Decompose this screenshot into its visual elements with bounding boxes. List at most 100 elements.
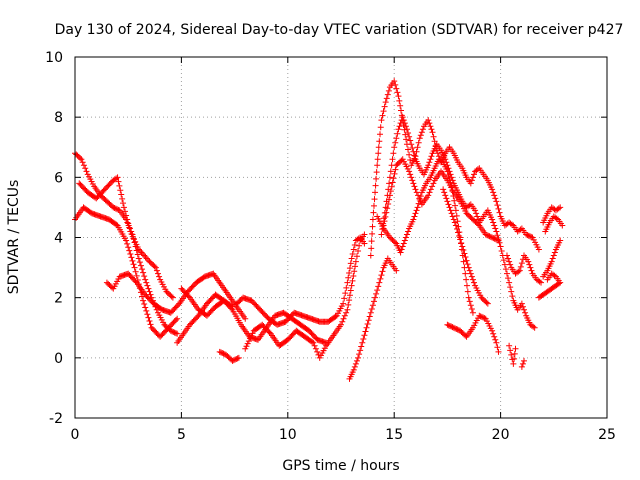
series-track-j (346, 255, 400, 382)
data-point-plus (344, 279, 351, 286)
data-point-plus (152, 264, 159, 271)
data-point-plus (489, 186, 496, 193)
data-point-plus (466, 298, 473, 305)
data-point-plus (402, 123, 409, 130)
data-point-plus (400, 117, 407, 124)
data-point-plus (247, 335, 254, 342)
data-point-plus (77, 155, 84, 162)
data-point-plus (390, 175, 397, 182)
data-point-plus (347, 287, 354, 294)
data-point-plus (392, 166, 399, 173)
data-point-plus (468, 305, 475, 312)
data-point-plus (398, 157, 405, 164)
data-point-plus (185, 293, 192, 300)
data-point-plus (407, 157, 414, 164)
data-point-plus (471, 171, 477, 178)
series-track-i (242, 231, 368, 361)
data-point-plus (235, 354, 242, 361)
data-point-plus (482, 231, 489, 238)
data-point-plus (495, 205, 502, 212)
data-point-plus (367, 309, 374, 316)
data-point-plus (139, 251, 146, 258)
data-point-plus (468, 273, 475, 280)
data-point-plus (390, 150, 397, 157)
grid-lines (75, 57, 607, 418)
data-point-plus (111, 205, 118, 212)
data-point-plus (351, 242, 358, 249)
data-point-plus (559, 222, 566, 229)
data-point-plus (507, 284, 514, 291)
data-point-plus (517, 226, 524, 233)
chart-title: Day 130 of 2024, Sidereal Day-to-day VTE… (55, 22, 624, 38)
data-point-plus (376, 138, 383, 145)
data-point-plus (454, 218, 461, 225)
data-point-plus (397, 249, 404, 256)
data-point-plus (460, 247, 467, 254)
data-point-plus (228, 302, 235, 309)
y-tick-label: 10 (45, 50, 63, 66)
data-point-plus (398, 246, 405, 253)
data-point-plus (403, 231, 410, 238)
data-point-plus (343, 284, 350, 291)
data-point-plus (478, 313, 485, 320)
data-point-plus (444, 168, 451, 175)
data-point-plus (416, 196, 423, 203)
data-point-plus (508, 288, 515, 295)
y-tick-label: 6 (54, 170, 63, 186)
data-point-plus (143, 279, 150, 286)
data-point-plus (385, 200, 392, 207)
data-point-plus (124, 216, 131, 223)
data-point-plus (392, 81, 399, 88)
data-point-plus (473, 210, 480, 217)
data-point-plus (453, 325, 460, 332)
data-point-plus (144, 311, 151, 318)
data-point-plus (392, 239, 399, 246)
data-point-plus (361, 231, 368, 238)
data-point-plus (368, 305, 375, 312)
data-point-plus (386, 196, 393, 203)
data-point-plus (151, 263, 158, 270)
data-point-plus (518, 363, 525, 370)
data-point-plus (366, 313, 373, 320)
data-point-plus (428, 153, 435, 160)
data-point-plus (349, 251, 356, 258)
data-point-plus (464, 261, 471, 268)
axis-ticks: 0 5 10 15 20 25 -2 0 2 4 6 8 10 (45, 50, 616, 443)
data-point-plus (379, 112, 386, 119)
data-point-plus (125, 244, 132, 251)
data-point-plus (142, 254, 149, 261)
data-point-plus (506, 279, 513, 286)
data-point-plus (147, 291, 154, 298)
data-point-plus (375, 283, 382, 290)
data-point-plus (483, 232, 490, 239)
data-point-plus (413, 207, 420, 214)
data-point-plus (118, 191, 125, 198)
data-point-plus (509, 293, 516, 300)
data-point-plus (489, 327, 496, 334)
data-point-plus (447, 207, 454, 214)
data-point-plus (535, 294, 542, 301)
data-point-plus (402, 234, 409, 241)
data-point-plus (383, 209, 390, 216)
data-point-plus (171, 329, 178, 336)
data-point-plus (359, 339, 366, 346)
series-track-l (378, 114, 538, 331)
data-point-plus (367, 252, 374, 259)
series-track-n (374, 156, 476, 316)
data-point-plus (372, 189, 379, 196)
data-point-plus (467, 270, 474, 277)
data-point-plus (494, 344, 501, 351)
data-point-plus (170, 328, 177, 335)
data-point-plus (156, 273, 163, 280)
data-point-plus (472, 207, 479, 214)
data-point-plus (498, 248, 505, 255)
data-point-plus (380, 108, 387, 115)
data-point-plus (448, 183, 455, 190)
data-point-plus (386, 192, 393, 199)
data-point-plus (174, 330, 181, 337)
data-point-plus (444, 321, 451, 328)
data-point-plus (418, 129, 425, 136)
data-point-plus (395, 93, 402, 100)
data-point-plus (116, 182, 123, 189)
series-track-r (506, 342, 519, 367)
